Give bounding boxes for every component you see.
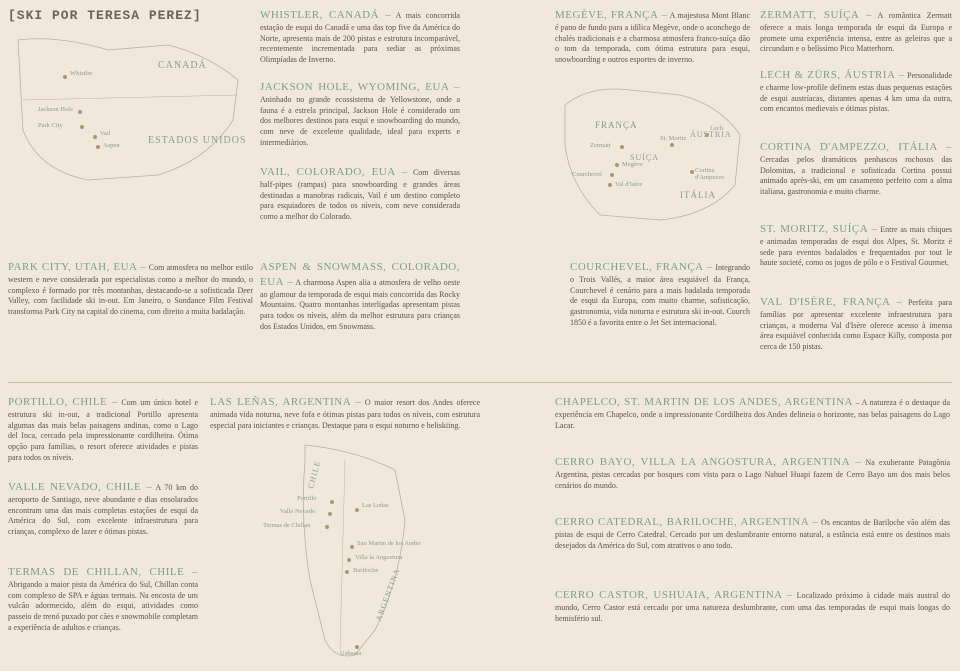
- page-title: [SKI POR TERESA PEREZ]: [8, 8, 202, 23]
- map-dot: [325, 525, 329, 529]
- dest-aspen: ASPEN & SNOWMASS, COLORADO, EUA – A char…: [260, 260, 460, 333]
- dest-vail: VAIL, COLORADO, EUA – Com diversas half-…: [260, 165, 460, 223]
- map-point-parkcity: Park City: [38, 122, 63, 129]
- map-dot: [328, 512, 332, 516]
- map-point-courchevel: Courchevel: [572, 171, 602, 178]
- map-dot: [705, 133, 709, 137]
- dest-portillo: PORTILLO, CHILE – Com um único hotel e e…: [8, 395, 198, 464]
- dest-courchevel: COURCHEVEL, FRANÇA – Integrando o Trois …: [570, 260, 750, 329]
- map-point-laslenas: Las Leñas: [362, 502, 389, 509]
- map-dot: [615, 163, 619, 167]
- map-point-valdisere: Val d'Isère: [615, 181, 642, 188]
- map-point-sanmartin: San Martin de los Andes: [357, 540, 421, 547]
- dest-body: Abrigando a maior pista da América do Su…: [8, 580, 198, 632]
- dest-title: TERMAS DE CHILLAN, CHILE –: [8, 566, 198, 578]
- map-dot: [93, 135, 97, 139]
- map-dot: [620, 145, 624, 149]
- dest-title: VAIL, COLORADO, EUA –: [260, 166, 408, 178]
- map-dot: [80, 125, 84, 129]
- dest-title: ST. MORITZ, SUÍÇA –: [760, 223, 878, 235]
- map-dot: [347, 558, 351, 562]
- map-dot: [608, 183, 612, 187]
- dest-whistler: WHISTLER, CANADÁ – A mais concorrida est…: [260, 8, 460, 66]
- dest-title: ZERMATT, SUÍÇA –: [760, 9, 872, 21]
- map-dot: [330, 500, 334, 504]
- dest-valdisere: VAL D'ISÈRE, FRANÇA – Perfeita para famí…: [760, 295, 952, 353]
- map-point-aspen: Aspen: [103, 142, 120, 149]
- dest-title: CERRO BAYO, VILLA LA ANGOSTURA, ARGENTIN…: [555, 456, 861, 468]
- dest-lech: LECH & ZÜRS, ÁUSTRIA – Personalidade e c…: [760, 68, 952, 115]
- map-point-megeve: Megève: [622, 161, 643, 168]
- map-point-valle: Valle Nevado: [280, 508, 315, 515]
- dest-megeve: MEGÈVE, FRANÇA – A majestosa Mont Blanc …: [555, 8, 750, 66]
- map-dot: [610, 173, 614, 177]
- map-label-italy: ITÁLIA: [680, 190, 716, 200]
- dest-title: JACKSON HOLE, WYOMING, EUA –: [260, 81, 460, 93]
- map-point-bariloche: Bariloche: [353, 567, 378, 574]
- dest-zermatt: ZERMATT, SUÍÇA – A romântica Zermatt ofe…: [760, 8, 952, 55]
- dest-body: Aninhado no grande ecossistema de Yellow…: [260, 95, 460, 147]
- dest-castor: CERRO CASTOR, USHUAIA, ARGENTINA – Local…: [555, 588, 950, 624]
- dest-title: PARK CITY, UTAH, EUA –: [8, 261, 146, 273]
- dest-title: CERRO CATEDRAL, BARILOCHE, ARGENTINA –: [555, 516, 818, 528]
- map-dot: [350, 545, 354, 549]
- map-dot: [355, 645, 359, 649]
- dest-title: COURCHEVEL, FRANÇA –: [570, 261, 713, 273]
- dest-termas: TERMAS DE CHILLAN, CHILE – Abrigando a m…: [8, 565, 198, 634]
- map-point-termas: Termas de Chillan: [263, 522, 311, 529]
- dest-title: VAL D'ISÈRE, FRANÇA –: [760, 296, 903, 308]
- map-point-jackson: Jackson Hole: [38, 106, 73, 113]
- map-dot: [345, 570, 349, 574]
- map-north-america: CANADÁ ESTADOS UNIDOS Whistler Jackson H…: [8, 30, 248, 190]
- dest-cerrobayo: CERRO BAYO, VILLA LA ANGOSTURA, ARGENTIN…: [555, 455, 950, 491]
- dest-title: WHISTLER, CANADÁ –: [260, 9, 391, 21]
- map-dot: [690, 170, 694, 174]
- map-dot: [670, 143, 674, 147]
- dest-title: LAS LEÑAS, ARGENTINA –: [210, 396, 361, 408]
- dest-title: CHAPELCO, ST. MARTIN DE LOS ANDES, ARGEN…: [555, 396, 853, 408]
- dest-title: CERRO CASTOR, USHUAIA, ARGENTINA –: [555, 589, 793, 601]
- dest-laslenas: LAS LEÑAS, ARGENTINA – O maior resort do…: [210, 395, 480, 431]
- map-point-portillo: Portillo: [297, 495, 317, 502]
- map-point-villa: Villa la Angostura: [355, 554, 402, 561]
- map-dot: [355, 508, 359, 512]
- map-dot: [78, 110, 82, 114]
- dest-title: VALLE NEVADO, CHILE –: [8, 481, 152, 493]
- dest-stmoritz: ST. MORITZ, SUÍÇA – Entre as mais chique…: [760, 222, 952, 269]
- dest-parkcity: PARK CITY, UTAH, EUA – Com atmosfera no …: [8, 260, 253, 318]
- dest-cortina: CORTINA D'AMPEZZO, ITÁLIA – Cercadas pel…: [760, 140, 952, 198]
- map-point-vail: Vail: [100, 130, 110, 137]
- map-point-cortina: Cortina d'Ampezzo: [695, 167, 735, 181]
- dest-body: Cercadas pelos dramáticos penhascos roch…: [760, 155, 952, 196]
- map-dot: [63, 75, 67, 79]
- map-point-stmoritz: St. Moritz: [660, 135, 686, 142]
- map-point-whistler: Whistler: [70, 70, 92, 77]
- dest-chapelco: CHAPELCO, ST. MARTIN DE LOS ANDES, ARGEN…: [555, 395, 950, 431]
- map-europe: FRANÇA SUÍÇA ÁUSTRIA ITÁLIA Zermatt Megè…: [560, 75, 745, 230]
- map-point-zermatt: Zermatt: [590, 142, 611, 149]
- map-sa-outline: [225, 440, 485, 665]
- dest-valle: VALLE NEVADO, CHILE – A 70 km do aeropor…: [8, 480, 198, 538]
- map-label-usa: ESTADOS UNIDOS: [148, 135, 246, 146]
- map-point-lech: Lech: [710, 125, 723, 132]
- dest-title: MEGÈVE, FRANÇA –: [555, 9, 668, 21]
- map-label-canada: CANADÁ: [158, 60, 207, 71]
- dest-title: CORTINA D'AMPEZZO, ITÁLIA –: [760, 141, 952, 153]
- map-dot: [96, 145, 100, 149]
- dest-catedral: CERRO CATEDRAL, BARILOCHE, ARGENTINA – O…: [555, 515, 950, 551]
- map-label-france: FRANÇA: [595, 120, 638, 130]
- map-south-america: CHILE ARGENTINA Portillo Valle Nevado Te…: [225, 440, 485, 665]
- dest-jackson: JACKSON HOLE, WYOMING, EUA – Aninhado no…: [260, 80, 460, 149]
- dest-title: PORTILLO, CHILE –: [8, 396, 118, 408]
- map-point-ushuaia: Ushuaia: [340, 650, 361, 657]
- section-divider: [8, 382, 952, 383]
- dest-title: LECH & ZÜRS, ÁUSTRIA –: [760, 69, 905, 81]
